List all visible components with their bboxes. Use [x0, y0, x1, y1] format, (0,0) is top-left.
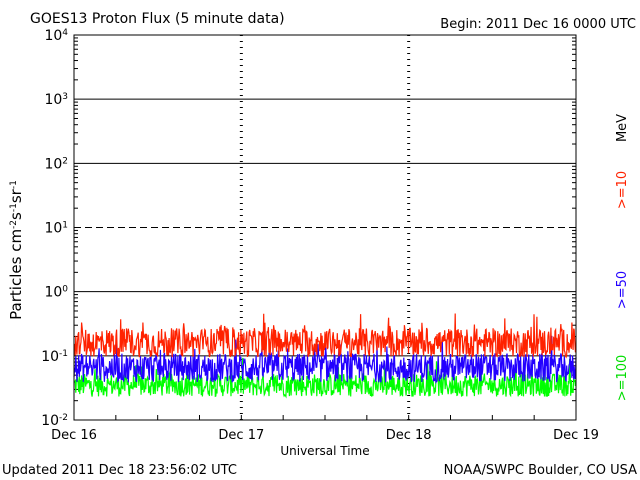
- y-axis-label-exp2: -1: [9, 203, 19, 212]
- x-tick-labels: Dec 16 Dec 17 Dec 18 Dec 19: [51, 428, 599, 443]
- y-tick-label: 102: [44, 156, 68, 172]
- y-tick-label: 10-2: [41, 413, 68, 429]
- footer-updated: Updated 2011 Dec 18 23:56:02 UTC: [2, 463, 237, 478]
- series-layer: [73, 313, 577, 399]
- y-axis-label: Particles cm-2s-1sr-1: [7, 180, 25, 320]
- y-axis-label-exp1: -2: [9, 220, 19, 229]
- begin-time: Begin: 2011 Dec 16 0000 UTC: [440, 17, 636, 32]
- y-axis-label-main: Particles cm: [7, 229, 25, 320]
- x-tick-label: Dec 19: [553, 428, 599, 443]
- y-axis-label-s: s: [7, 212, 25, 220]
- y-axis-label-exp3: -1: [9, 180, 19, 189]
- footer-source: NOAA/SWPC Boulder, CO USA: [444, 463, 637, 478]
- unit-label-mev: MeV: [615, 114, 630, 142]
- y-tick-label: 10-1: [41, 349, 68, 365]
- x-tick-label: Dec 18: [386, 428, 432, 443]
- x-tick-label: Dec 16: [51, 428, 97, 443]
- y-tick-label: 103: [44, 92, 68, 108]
- y-tick-label: 104: [44, 28, 68, 44]
- plot-frame: [73, 34, 577, 421]
- chart-title: GOES13 Proton Flux (5 minute data): [30, 11, 285, 27]
- y-axis-label-sr: sr: [7, 188, 25, 203]
- y-tick-label: 100: [44, 285, 68, 301]
- x-axis-label: Universal Time: [280, 444, 369, 458]
- series-line-0: [74, 313, 577, 359]
- legend-ge10: >=10: [615, 171, 630, 209]
- series-line-2: [73, 357, 577, 399]
- legend-ge50: >=50: [615, 271, 630, 309]
- y-tick-label: 101: [44, 221, 68, 237]
- y-tick-labels: 104 103 102 101 100 10-1 10-2: [41, 28, 68, 429]
- x-tick-label: Dec 17: [218, 428, 264, 443]
- legend-ge100: >=100: [615, 355, 630, 402]
- series-line-1: [73, 335, 577, 384]
